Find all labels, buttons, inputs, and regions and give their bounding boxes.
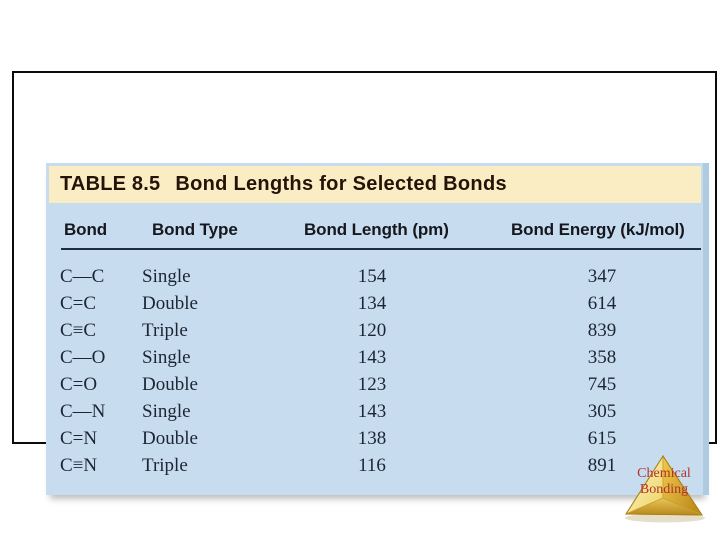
- column-header-bond-type: Bond Type: [152, 220, 238, 239]
- table-row: C≡N Triple 116 891: [46, 452, 709, 479]
- cell-type: Triple: [142, 320, 188, 341]
- cell-energy: 614: [587, 293, 617, 314]
- logo-text: Chemical Bonding: [620, 466, 708, 498]
- table-row: C—C Single 154 347: [46, 263, 709, 290]
- table-row: C—O Single 143 358: [46, 344, 709, 371]
- table-number: TABLE 8.5: [60, 173, 161, 195]
- logo-line2: Bonding: [639, 482, 689, 497]
- table-row: C=O Double 123 745: [46, 371, 709, 398]
- table-graphic: TABLE 8.5 Bond Lengths for Selected Bond…: [46, 163, 709, 495]
- table-body: C—C Single 154 347 C=C Double 134 614 C≡C Triple 1…: [46, 263, 709, 479]
- cell-length: 138: [357, 428, 387, 449]
- cell-energy: 305: [587, 401, 617, 422]
- cell-type: Double: [142, 374, 198, 395]
- logo-line1: Chemical: [637, 466, 691, 481]
- header-rule: [61, 248, 701, 250]
- cell-length: 143: [357, 347, 387, 368]
- cell-type: Single: [142, 347, 191, 368]
- table-title-bar: TABLE 8.5 Bond Lengths for Selected Bond…: [49, 166, 701, 203]
- table-row: C≡C Triple 120 839: [46, 317, 709, 344]
- cell-type: Double: [142, 293, 198, 314]
- column-header-bond-length: Bond Length (pm): [304, 220, 449, 239]
- pyramid-icon: [624, 454, 705, 523]
- column-header-bond-energy: Bond Energy (kJ/mol): [511, 220, 685, 239]
- table-panel: TABLE 8.5 Bond Lengths for Selected Bond…: [12, 71, 717, 495]
- cell-bond: C=O: [60, 374, 98, 395]
- cell-length: 154: [357, 266, 387, 287]
- table-row: C—N Single 143 305: [46, 398, 709, 425]
- table-header-row: Bond Bond Type Bond Length (pm) Bond Ene…: [46, 220, 709, 242]
- cell-bond: C—C: [60, 266, 105, 287]
- cell-type: Single: [142, 266, 191, 287]
- cell-length: 116: [358, 455, 386, 476]
- table-row: C=C Double 134 614: [46, 290, 709, 317]
- cell-energy: 358: [587, 347, 617, 368]
- cell-bond: C=N: [60, 428, 98, 449]
- cell-energy: 347: [587, 266, 617, 287]
- chemical-bonding-logo: Chemical Bonding: [620, 450, 708, 530]
- cell-bond: C—O: [60, 347, 106, 368]
- table-row: C=N Double 138 615: [46, 425, 709, 452]
- cell-bond: C≡C: [60, 320, 97, 341]
- cell-length: 123: [357, 374, 387, 395]
- cell-length: 120: [357, 320, 387, 341]
- cell-energy: 891: [587, 455, 617, 476]
- cell-bond: C≡N: [60, 455, 98, 476]
- cell-type: Triple: [142, 455, 188, 476]
- cell-length: 134: [357, 293, 387, 314]
- cell-type: Double: [142, 428, 198, 449]
- table-title: Bond Lengths for Selected Bonds: [175, 173, 507, 195]
- cell-type: Single: [142, 401, 191, 422]
- cell-energy: 615: [587, 428, 617, 449]
- cell-bond: C—N: [60, 401, 106, 422]
- cell-bond: C=C: [60, 293, 97, 314]
- scan-edge: [703, 163, 709, 495]
- column-header-bond: Bond: [64, 220, 108, 239]
- cell-length: 143: [357, 401, 387, 422]
- cell-energy: 839: [587, 320, 617, 341]
- cell-energy: 745: [587, 374, 617, 395]
